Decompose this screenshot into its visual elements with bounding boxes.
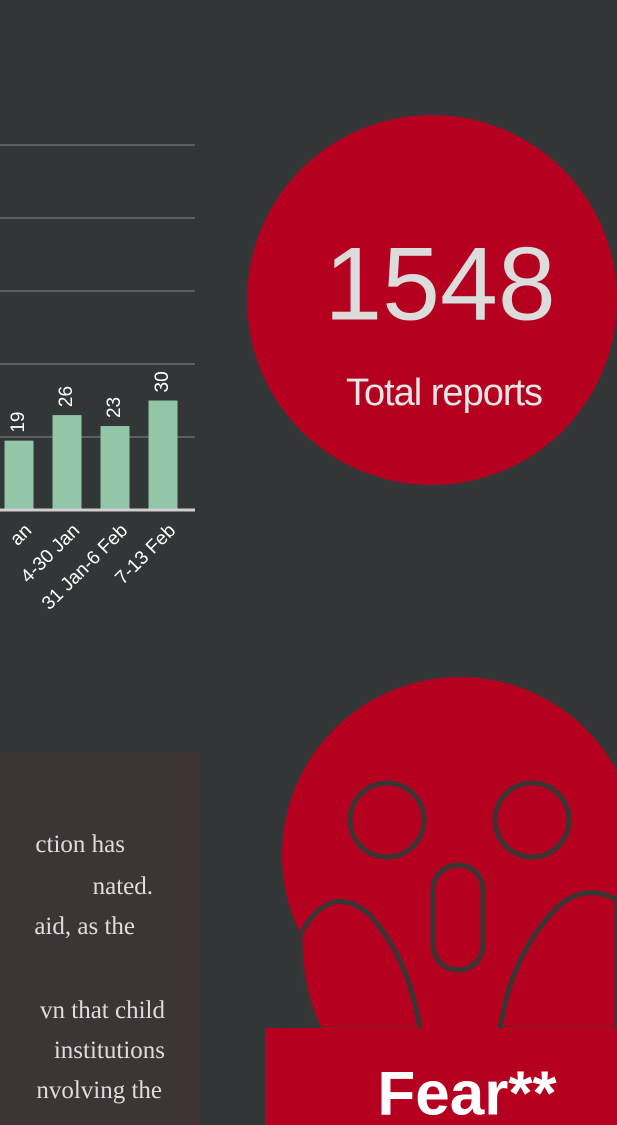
text-line: institutions bbox=[54, 1037, 165, 1064]
text-box bbox=[0, 752, 200, 1125]
text-line: nvolving the bbox=[36, 1077, 162, 1104]
bar bbox=[4, 440, 34, 510]
data-label: 19 bbox=[8, 412, 29, 433]
bar bbox=[148, 400, 178, 510]
stat-label: Total reports bbox=[346, 372, 542, 414]
x-tick-label: an bbox=[6, 520, 36, 550]
emotion-label: Fear** bbox=[377, 1059, 557, 1125]
text-line: vn that child bbox=[40, 997, 165, 1024]
emotion-banner bbox=[265, 1028, 617, 1125]
data-label: 30 bbox=[152, 371, 173, 392]
text-line: aid, as the bbox=[34, 913, 135, 940]
data-label: 23 bbox=[104, 397, 125, 418]
text-line: nated. bbox=[93, 873, 153, 900]
fear-icon bbox=[282, 677, 617, 1033]
data-label: 26 bbox=[56, 386, 77, 407]
stat-value: 1548 bbox=[324, 226, 555, 342]
text-line: ction has bbox=[35, 831, 125, 858]
stat-circle bbox=[247, 115, 617, 485]
bar bbox=[52, 415, 82, 510]
bar bbox=[100, 426, 130, 510]
